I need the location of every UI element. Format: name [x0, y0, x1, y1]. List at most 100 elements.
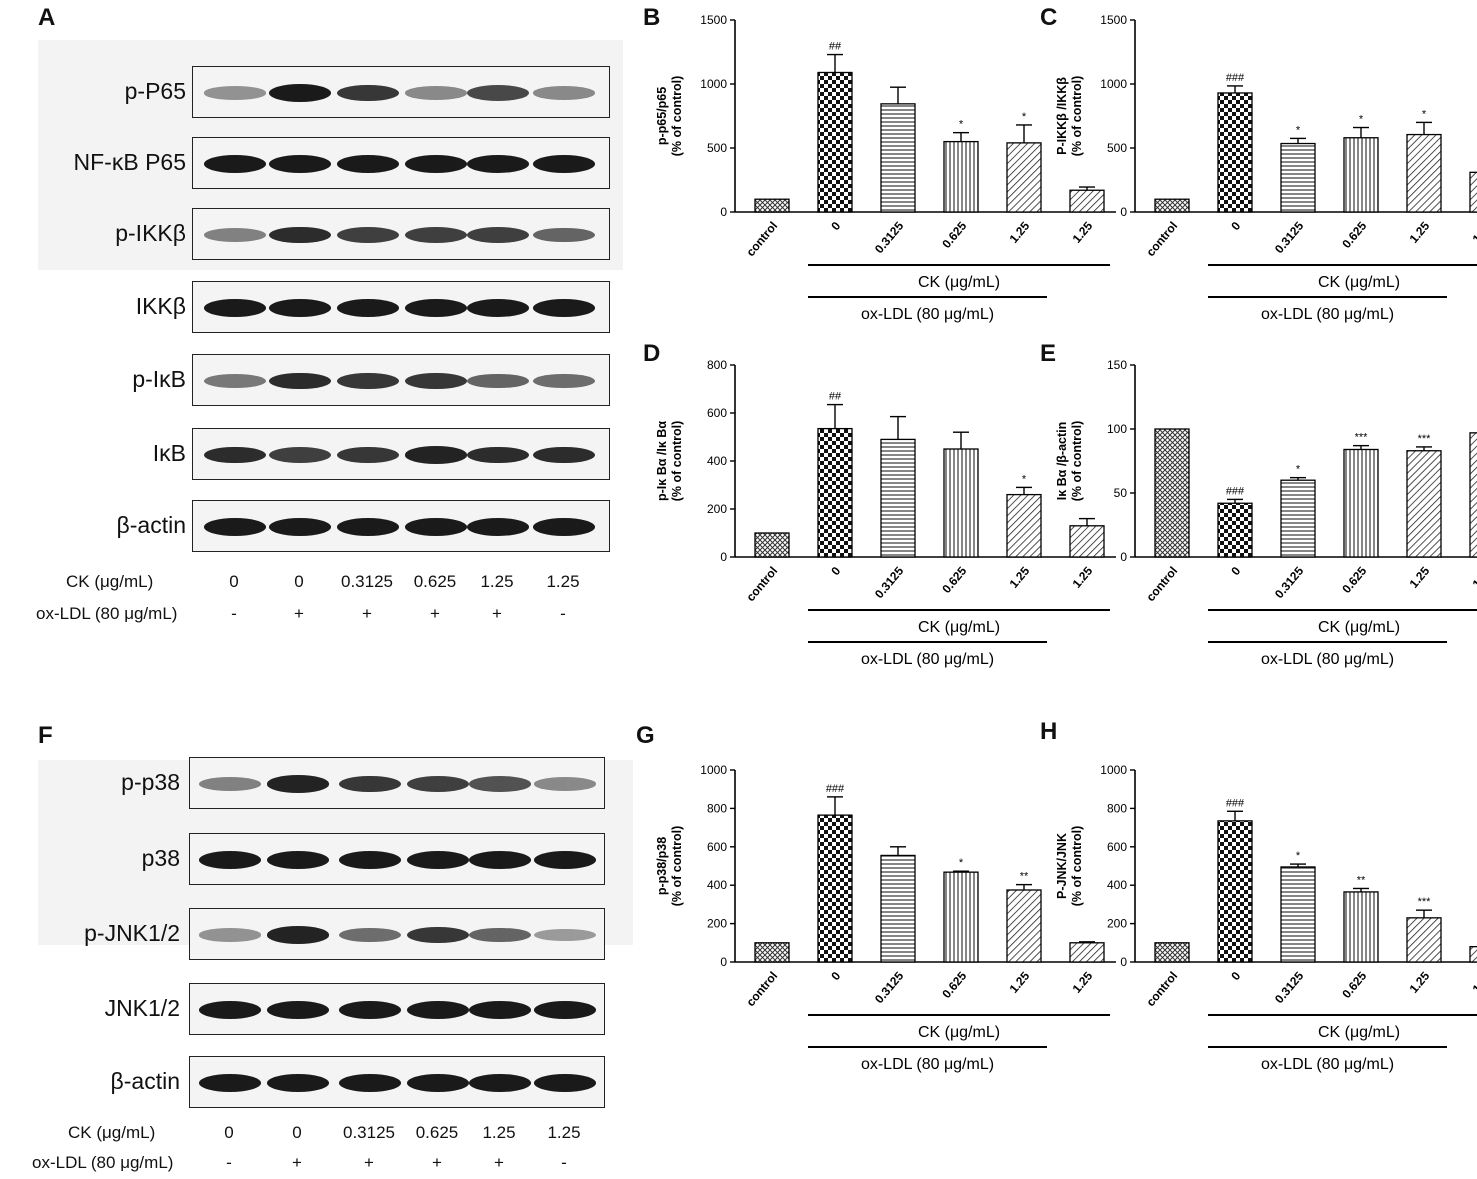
y-tick-label: 0 — [720, 205, 727, 219]
ck-label: CK (μg/mL) — [1318, 619, 1400, 636]
blot-a-band — [533, 86, 595, 100]
bar — [1154, 942, 1190, 963]
significance-label: * — [1022, 473, 1027, 485]
bar — [754, 532, 790, 558]
bar — [1469, 432, 1477, 558]
blot-a-band — [337, 372, 399, 390]
blot-a-band — [467, 85, 529, 101]
blot-a-blot-strip — [192, 137, 610, 189]
y-tick-label: 0 — [1120, 955, 1127, 969]
blot-f-band — [339, 1074, 401, 1092]
y-axis-label: p-Iκ Bα /Iκ Bα — [655, 421, 669, 501]
oxldl-label: ox-LDL (80 μg/mL) — [1261, 651, 1394, 668]
y-tick-label: 0 — [1120, 550, 1127, 564]
blot-f-ck-value: 1.25 — [482, 1123, 516, 1142]
blot-a-blot-strip — [192, 500, 610, 552]
x-tick-label: 1.25 — [1470, 564, 1477, 591]
bar — [1280, 866, 1316, 963]
bar — [1154, 198, 1190, 213]
blot-a-band — [533, 227, 595, 243]
blot-f-ck-label: CK (μg/mL) — [68, 1123, 156, 1142]
blot-a-ck-value: 0 — [294, 572, 304, 591]
bar — [880, 103, 916, 213]
ck-label: CK (μg/mL) — [918, 619, 1000, 636]
y-tick-label: 600 — [707, 406, 727, 420]
x-tick-label: 0 — [828, 219, 843, 233]
y-axis-label: P-IKKβ /IKKβ — [1055, 77, 1069, 155]
y-tick-label: 400 — [707, 454, 727, 468]
x-tick-label: 1.25 — [1407, 969, 1433, 996]
y-tick-label: 1500 — [700, 13, 727, 27]
blot-f-ck-value: 0 — [292, 1123, 302, 1142]
blot-a-band — [269, 155, 331, 173]
y-axis-label: (% of control) — [1070, 826, 1084, 907]
blot-f-oxldl-label: ox-LDL (80 μg/mL) — [32, 1153, 174, 1172]
blot-f-row-label: JNK1/2 — [104, 995, 180, 1021]
blot-f-band — [469, 1001, 531, 1019]
significance-label: *** — [1418, 433, 1432, 445]
blot-a-band — [204, 446, 266, 464]
ck-label: CK (μg/mL) — [918, 274, 1000, 291]
blot-a-band — [337, 155, 399, 173]
bar — [1343, 891, 1379, 963]
significance-label: ### — [1226, 72, 1245, 84]
y-axis-label: (% of control) — [670, 826, 684, 907]
blot-a-row-label: p-P65 — [124, 78, 186, 104]
x-tick-label: 0.625 — [1339, 969, 1369, 1001]
blot-a-ck-value: 0.3125 — [341, 572, 393, 591]
blot-a-band — [467, 155, 529, 173]
blot-f-ck-value: 1.25 — [547, 1123, 581, 1142]
x-tick-label: 0.625 — [939, 219, 969, 251]
blot-a-row-label: p-IKKβ — [115, 220, 186, 246]
blot-a-ck-value: 1.25 — [480, 572, 514, 591]
bar — [1469, 945, 1477, 963]
blot-f-band — [407, 1074, 469, 1092]
blot-a-band — [337, 446, 399, 464]
blot-f-band — [534, 1074, 596, 1092]
bar — [1217, 820, 1253, 963]
bar — [817, 427, 853, 558]
oxldl-label: ox-LDL (80 μg/mL) — [861, 651, 994, 668]
blot-a-blot-strip — [192, 354, 610, 406]
y-axis-label: (% of control) — [1070, 76, 1084, 157]
blot-a-band — [405, 446, 467, 464]
blot-a-band — [405, 226, 467, 244]
blot-a-ck-value: 0.625 — [413, 572, 457, 591]
significance-label: * — [959, 857, 964, 869]
x-tick-label: 1.25 — [1007, 564, 1033, 591]
blot-f-oxldl-value: + — [292, 1153, 302, 1172]
blot-a-band — [467, 373, 529, 389]
bar — [1006, 493, 1042, 558]
x-tick-label: 1.25 — [1470, 219, 1477, 246]
x-tick-label: 0.3125 — [1272, 219, 1307, 256]
blot-a-band — [269, 299, 331, 317]
y-tick-label: 800 — [707, 358, 727, 372]
blot-a-band — [337, 226, 399, 244]
blot-f-band — [339, 775, 401, 793]
panel-letter-h: H — [1040, 718, 1058, 745]
ck-label: CK (μg/mL) — [918, 1024, 1000, 1041]
blot-f-row-label: p-p38 — [121, 769, 180, 795]
y-tick-label: 50 — [1114, 486, 1128, 500]
y-tick-label: 400 — [1107, 878, 1127, 892]
y-tick-label: 1500 — [1100, 13, 1127, 27]
x-tick-label: control — [1143, 969, 1180, 1009]
blot-f-band — [534, 1001, 596, 1019]
blot-a-band — [269, 518, 331, 536]
blot-a-oxldl-value: + — [362, 604, 372, 623]
blot-f-blot-strip — [189, 833, 605, 885]
blot-f-ck-value: 0 — [224, 1123, 234, 1142]
blot-a-band — [533, 373, 595, 389]
blot-f-blot-strip — [189, 983, 605, 1035]
x-tick-label: 0.3125 — [872, 969, 907, 1006]
blot-f-blot-strip — [189, 908, 605, 960]
bar-chart-h: 0 200 400 600 800 1000 P-JNK/JNK (% of control)… — [1055, 763, 1477, 1073]
significance-label: ## — [829, 41, 842, 53]
blot-a-band — [405, 155, 467, 173]
blot-f-band — [407, 1001, 469, 1019]
blot-a-band — [467, 446, 529, 464]
blot-f-band — [199, 777, 261, 791]
blot-a-band — [533, 155, 595, 173]
